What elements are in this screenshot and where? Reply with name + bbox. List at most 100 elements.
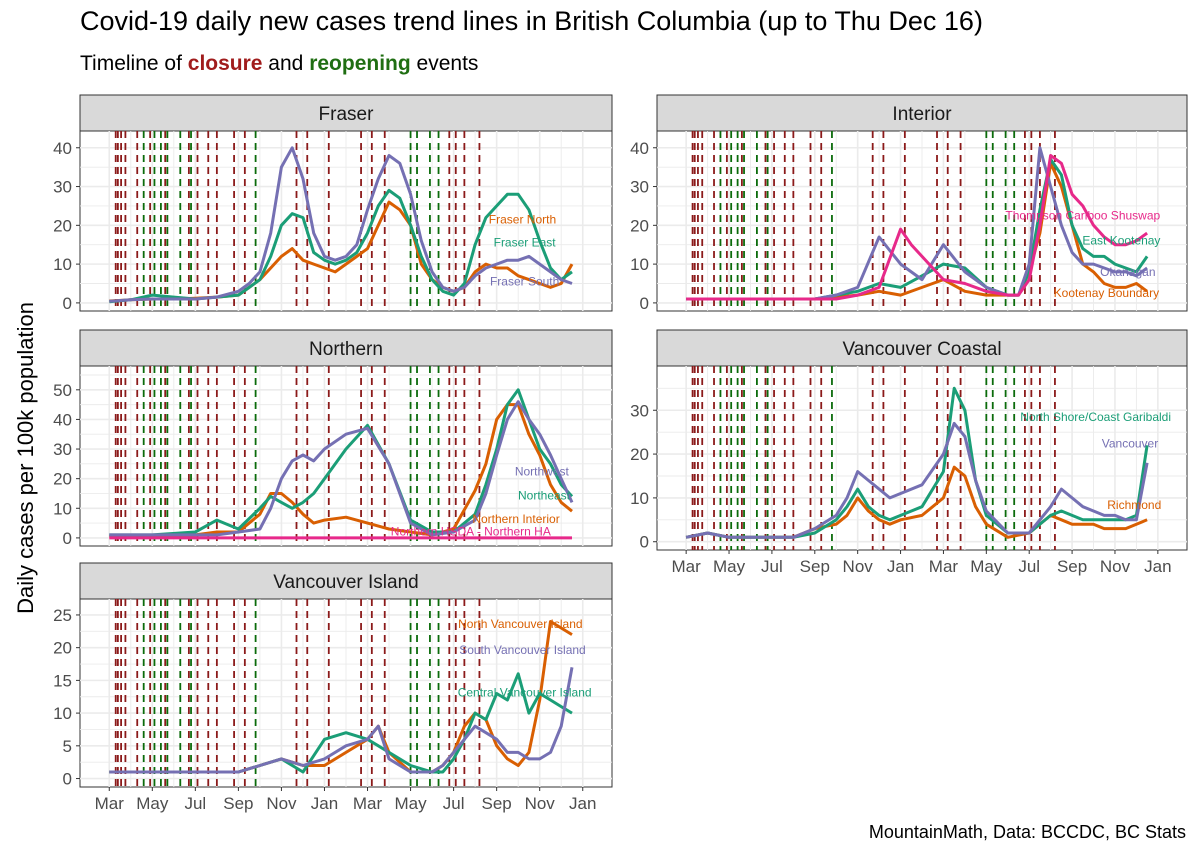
series-label: Vancouver [1102,437,1158,451]
series-label: Fraser North [489,212,556,226]
x-tick-label: Jul [443,794,465,813]
x-tick-label: Nov [266,794,297,813]
y-tick-label: 20 [53,639,72,658]
x-tick-label: Jul [761,557,783,576]
facet-vancouver-coastal: Vancouver Coastal North Shore/Coast Garib… [630,329,1188,576]
x-tick-label: Sep [223,794,253,813]
y-tick-label: 0 [63,529,72,548]
y-tick-label: 20 [630,216,649,235]
x-tick-label: May [970,557,1003,576]
x-tick-label: Mar [672,557,702,576]
series-line [109,400,574,537]
series-line [109,403,573,538]
facet-strip [79,329,613,367]
chart-subtitle: Timeline of closure and reopening events [80,52,478,76]
y-tick-label: 0 [63,294,72,313]
series-line [109,667,574,774]
series-label: South Vancouver Island [459,643,586,657]
y-tick-label: 10 [53,704,72,723]
y-tick-label: 10 [53,255,72,274]
facet-strip-label: Northern [309,339,383,360]
chart-title: Covid-19 daily new cases trend lines in … [80,6,983,36]
series-label: Northeast [518,488,571,502]
series-label: Northwest [515,465,570,479]
y-tick-label: 30 [630,178,649,197]
y-tick-label: 40 [53,410,72,429]
facet-vancouver-island: Vancouver Island North Vancouver Island So… [53,562,613,813]
subtitle-closure: closure [187,52,263,75]
y-tick-label: 50 [53,381,72,400]
series-label: Central Vancouver Island [458,686,592,700]
facet-strip-label: Fraser [319,104,375,125]
y-tick-label: 0 [640,294,649,313]
x-tick-label: May [136,794,169,813]
subtitle-reopening: reopening [309,52,411,75]
facet-interior: Interior Thompson Cariboo Shuswap East Koo… [630,94,1188,313]
x-tick-label: Sep [1057,557,1087,576]
facet-strip-label: Vancouver Island [273,572,418,593]
x-tick-label: Nov [1100,557,1131,576]
series-label: Fraser East [494,236,557,250]
y-tick-label: 5 [63,737,72,756]
x-tick-label: Nov [525,794,556,813]
facet-fraser: Fraser Fraser North Fraser East Fraser Sout… [53,94,613,313]
x-tick-label: Sep [482,794,512,813]
series-line [109,188,573,304]
x-tick-label: Jan [569,794,596,813]
y-tick-label: 30 [53,440,72,459]
series-line [686,154,1148,301]
y-tick-label: 20 [53,216,72,235]
facet-strip [79,562,613,600]
y-tick-label: 20 [53,470,72,489]
y-tick-label: 30 [53,178,72,197]
subtitle-prefix: Timeline of [80,52,188,75]
facet-strip [656,94,1188,132]
chart-caption: MountainMath, Data: BCCDC, BC Stats [868,822,1186,842]
series-line [685,421,1149,539]
series-label: North Vancouver Island [458,617,583,631]
x-tick-label: Jan [311,794,338,813]
y-tick-label: 40 [630,139,649,158]
x-tick-label: Sep [800,557,830,576]
x-tick-label: Mar [929,557,959,576]
facet-strip-label: Interior [892,104,952,125]
facet-strip [79,94,613,132]
y-tick-label: 0 [640,533,649,552]
series-label: Okanagan [1100,265,1155,279]
y-axis-label: Daily cases per 100k population [13,302,38,614]
series-label: Richmond [1107,498,1161,512]
x-tick-label: May [713,557,746,576]
y-tick-label: 0 [63,770,72,789]
x-tick-label: Nov [843,557,874,576]
subtitle-middle: and [262,52,310,75]
series-label: Kootenay Boundary [1054,286,1159,300]
facet-strip-label: Vancouver Coastal [842,339,1001,360]
x-tick-label: Jul [1018,557,1040,576]
series-label: Northern HSDA - Northern HA [391,525,551,539]
x-tick-label: Jul [184,794,206,813]
y-tick-label: 25 [53,606,72,625]
y-tick-label: 10 [53,499,72,518]
y-tick-label: 10 [630,489,649,508]
facet-strip [656,329,1188,367]
series-label: Fraser South [490,274,559,288]
x-tick-label: Jan [887,557,914,576]
y-tick-label: 30 [630,401,649,420]
x-tick-label: May [395,794,428,813]
subtitle-suffix: events [410,52,479,75]
y-tick-label: 15 [53,671,72,690]
series-label: Thompson Cariboo Shuswap [1005,209,1160,223]
y-tick-label: 40 [53,139,72,158]
x-tick-label: Jan [1144,557,1171,576]
series-label: Northern Interior [472,512,559,526]
series-label: East Kootenay [1082,234,1160,248]
x-tick-label: Mar [353,794,383,813]
series-label: North Shore/Coast Garibaldi [1020,410,1171,424]
y-tick-label: 20 [630,445,649,464]
series-line [109,146,573,303]
y-tick-label: 10 [630,255,649,274]
x-tick-label: Mar [95,794,125,813]
facet-northern: Northern Northwest Northeast Northern Inter… [53,329,613,548]
